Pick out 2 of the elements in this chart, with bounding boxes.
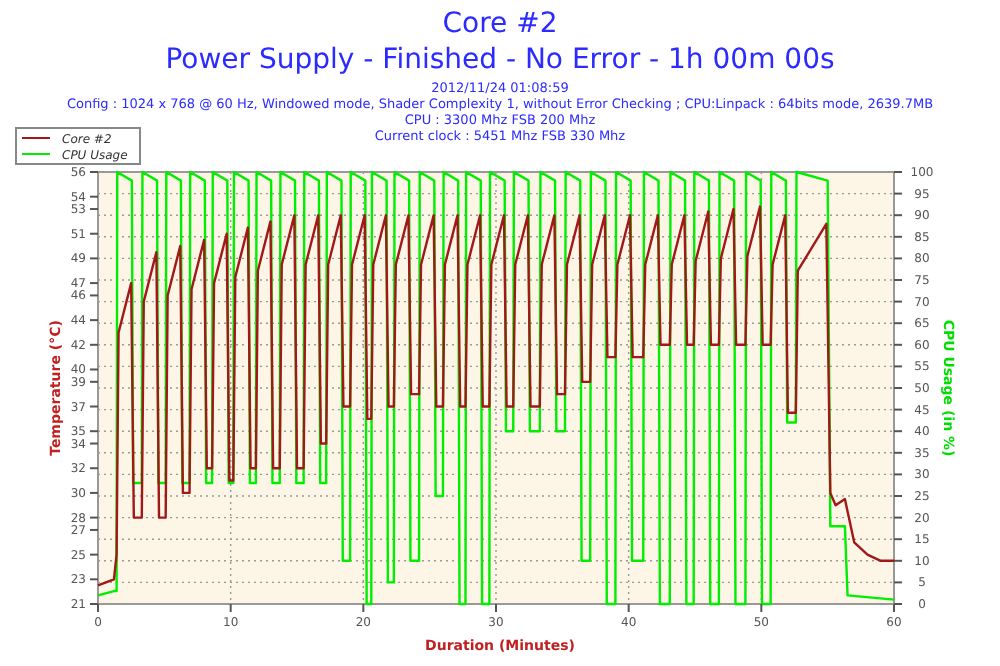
chart-title: Core #2 (442, 8, 558, 40)
chart-subtitle: Power Supply - Finished - No Error - 1h 00m 00s (165, 44, 835, 76)
